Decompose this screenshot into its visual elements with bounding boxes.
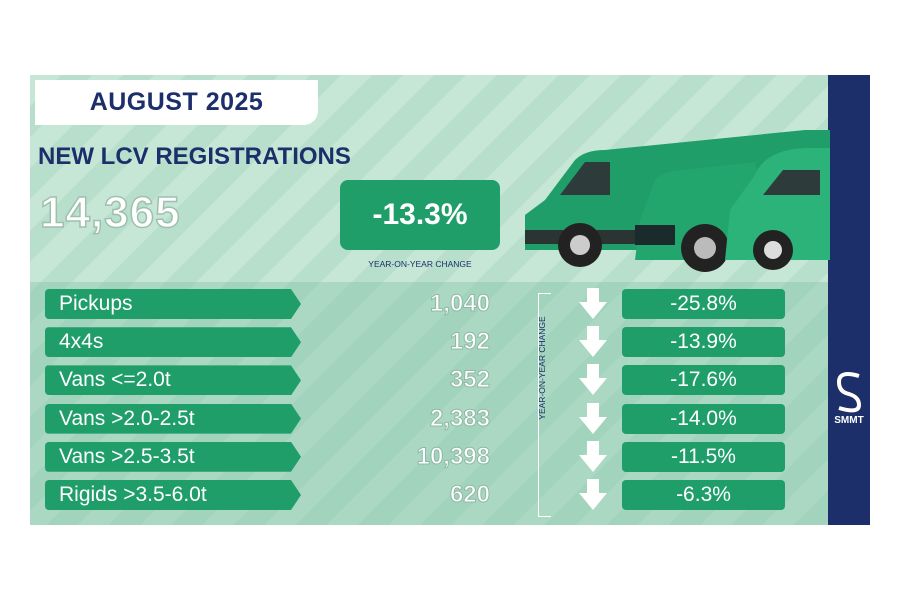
change: -11.5% bbox=[622, 441, 785, 472]
row: Vans >2.5-3.5t 10,398 bbox=[45, 441, 495, 472]
subtitle: NEW LCV REGISTRATIONS bbox=[38, 143, 351, 170]
rows-change-label: YEAR-ON-YEAR CHANGE bbox=[537, 316, 547, 420]
count: 1,040 bbox=[429, 290, 490, 318]
logo-mark bbox=[836, 372, 862, 413]
row: Pickups 1,040 bbox=[45, 289, 495, 319]
title: AUGUST 2025 bbox=[35, 80, 318, 125]
category: Vans >2.5-3.5t bbox=[45, 441, 301, 472]
down-arrow bbox=[579, 440, 607, 472]
count: 620 bbox=[449, 481, 490, 509]
side-bar bbox=[828, 75, 870, 525]
count: 192 bbox=[449, 328, 490, 356]
down-arrow bbox=[579, 479, 607, 510]
bracket bbox=[538, 293, 551, 517]
category: 4x4s bbox=[45, 327, 301, 358]
change: -17.6% bbox=[622, 365, 785, 396]
count: 2,383 bbox=[429, 404, 490, 432]
category: Rigids >3.5-6.0t bbox=[45, 480, 301, 510]
down-arrow bbox=[579, 326, 607, 358]
total-change: -13.3% bbox=[340, 180, 500, 250]
down-arrow bbox=[579, 402, 607, 434]
count: 352 bbox=[449, 366, 490, 394]
row: Vans <=2.0t 352 bbox=[45, 365, 495, 396]
logo: SMMT bbox=[834, 415, 864, 426]
category: Vans >2.0-2.5t bbox=[45, 403, 301, 434]
category: Vans <=2.0t bbox=[45, 365, 301, 396]
row: Vans >2.0-2.5t 2,383 bbox=[45, 403, 495, 434]
change-label: YEAR-ON-YEAR CHANGE bbox=[368, 259, 472, 269]
down-arrow bbox=[579, 288, 607, 319]
total: 14,365 bbox=[39, 187, 181, 238]
change: -6.3% bbox=[622, 480, 785, 510]
infographic: AUGUST 2025 NEW LCV REGISTRATIONS 14,365… bbox=[30, 75, 870, 525]
change: -14.0% bbox=[622, 403, 785, 434]
down-arrow bbox=[579, 364, 607, 396]
count: 10,398 bbox=[416, 442, 490, 470]
vans-illustration bbox=[525, 130, 830, 272]
change: -25.8% bbox=[622, 289, 785, 319]
category: Pickups bbox=[45, 289, 301, 319]
change: -13.9% bbox=[622, 327, 785, 358]
row: 4x4s 192 bbox=[45, 327, 495, 358]
row: Rigids >3.5-6.0t 620 bbox=[45, 480, 495, 510]
